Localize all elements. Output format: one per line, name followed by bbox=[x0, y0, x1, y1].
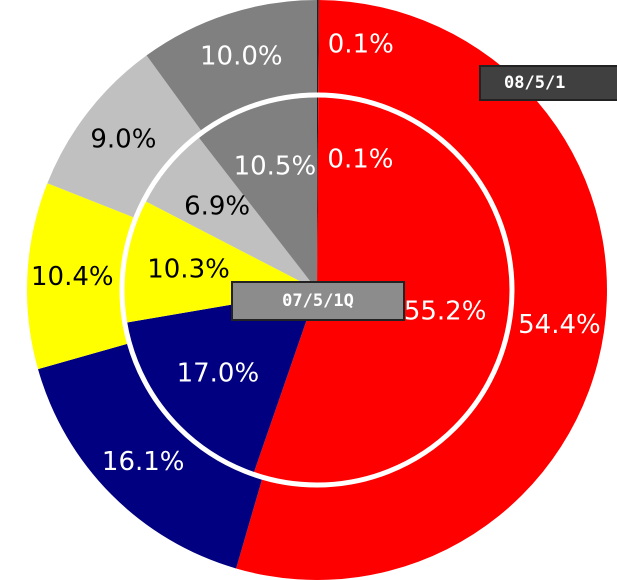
pie-slice bbox=[124, 290, 317, 475]
series-name: 08/5/1 bbox=[504, 73, 565, 93]
value-label: 0.1% bbox=[328, 30, 394, 60]
series-name: 07/5/1Q bbox=[282, 291, 354, 311]
value-label: 54.4% bbox=[518, 310, 601, 340]
value-label: 10.4% bbox=[31, 262, 114, 292]
pie-slice bbox=[236, 0, 608, 580]
value-label: 0.1% bbox=[327, 145, 393, 175]
pie-slice bbox=[47, 55, 203, 219]
value-label: 55.2% bbox=[404, 296, 487, 326]
value-label: 10.3% bbox=[147, 255, 230, 285]
value-label: 6.9% bbox=[184, 191, 250, 221]
series-box bbox=[231, 281, 405, 321]
series-box bbox=[479, 65, 617, 101]
pie-slice bbox=[38, 343, 263, 569]
pie-slice bbox=[317, 95, 319, 290]
pie-slice bbox=[317, 0, 319, 96]
pie-slice bbox=[197, 95, 317, 290]
pie-slice bbox=[143, 135, 317, 290]
value-label: 10.0% bbox=[200, 41, 283, 71]
value-label: 16.1% bbox=[102, 447, 185, 477]
pie-slice bbox=[26, 183, 136, 370]
value-label: 9.0% bbox=[90, 124, 156, 154]
ring-border bbox=[119, 92, 515, 488]
value-label: 17.0% bbox=[177, 359, 260, 389]
value-label: 10.5% bbox=[234, 152, 317, 182]
